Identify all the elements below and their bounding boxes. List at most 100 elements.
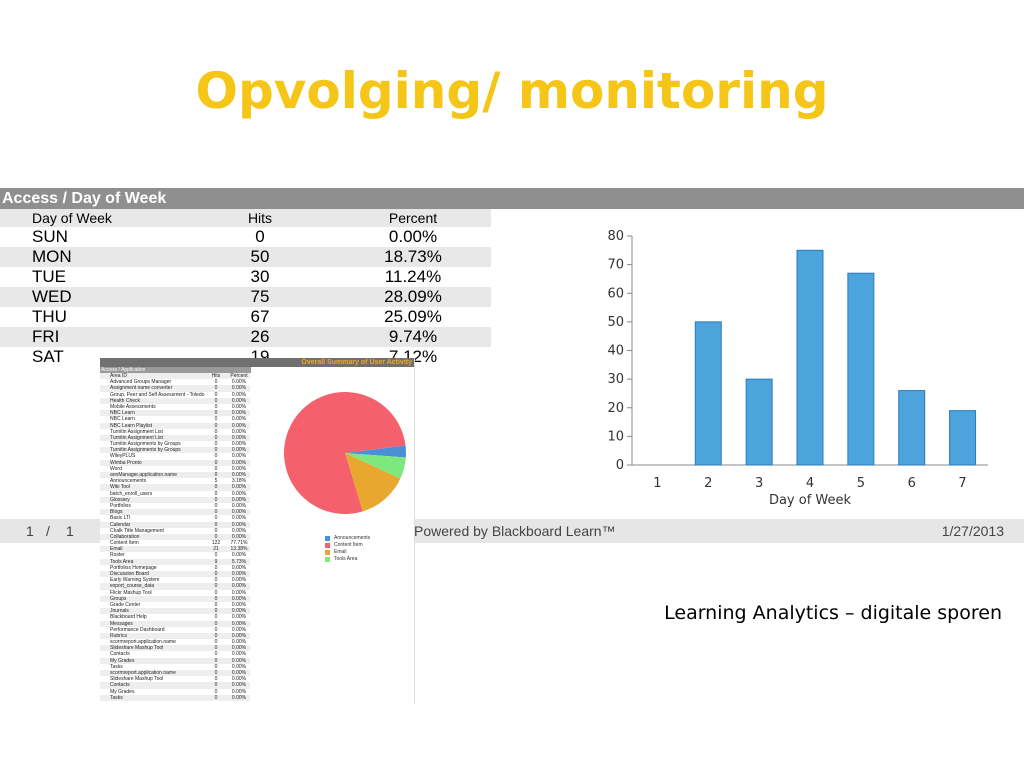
list-cell-hits: 0: [214, 670, 218, 676]
x-tick-label: 5: [857, 476, 865, 491]
list-item: Turnitin Assignment List 0 0.00%: [100, 429, 250, 435]
table-row: WED 75 28.09%: [0, 287, 491, 307]
table-row: SUN 0 0.00%: [0, 227, 491, 247]
list-item: Wiki Tool 0 0.00%: [100, 484, 250, 491]
list-cell-area: Mobile Assessments: [110, 403, 156, 410]
overlay-header: Overall Summary of User Activity: [100, 358, 414, 367]
list-item: scormreport.application.name 0 0.00%: [100, 670, 250, 677]
list-item: Announcements 5 3.18%: [100, 478, 250, 484]
pie-slice-tools-area: [345, 453, 406, 479]
list-cell-percent: 0.00%: [231, 533, 247, 540]
list-cell-percent: 0.00%: [231, 465, 247, 472]
list-cell-area: My Grades: [110, 688, 135, 695]
list-cell-area: Chalk Title Management: [110, 527, 164, 534]
list-cell-hits: 0: [214, 571, 218, 577]
list-cell-percent: 0.00%: [231, 502, 247, 509]
list-cell-area: Portfolios: [110, 502, 131, 509]
list-item: Roster 0 0.00%: [100, 552, 250, 558]
list-cell-area: Journals: [110, 608, 129, 615]
cell-hits: 0: [255, 227, 265, 246]
application-list: Area ID Hits Percent Advanced Groups Manage…: [100, 373, 250, 701]
column-header-hits: Hits: [247, 210, 273, 226]
list-cell-area: Assignment name converter: [110, 385, 173, 392]
list-cell-area: Slideshare Mashup Tool: [110, 676, 164, 683]
list-item: WileyPLUS 0 0.00%: [100, 453, 250, 459]
list-cell-percent: 0.00%: [231, 583, 247, 590]
legend-item: Announcements: [325, 535, 370, 542]
list-cell-percent: 0.00%: [231, 527, 247, 534]
list-item: Rubrics 0 0.00%: [100, 632, 250, 640]
list-cell-area: NBC Learn Playlist: [110, 422, 152, 429]
list-cell-hits: 0: [214, 682, 218, 689]
table-row: FRI 26 9.74%: [0, 327, 491, 347]
list-item: Glossary 0 0.00%: [100, 496, 250, 503]
list-cell-percent: 0.00%: [231, 496, 247, 503]
list-cell-area: Health Check: [110, 397, 141, 404]
page-total: 1: [66, 523, 74, 539]
list-cell-percent: 0.00%: [231, 663, 247, 670]
column-header-percent: Percent: [388, 210, 438, 226]
list-cell-area: Performance Dashboard: [110, 626, 165, 633]
list-cell-area: Wimba Pronto: [110, 459, 142, 466]
list-cell-hits: 0: [214, 663, 218, 670]
list-item: Journals 0 0.00%: [100, 608, 250, 615]
list-cell-percent: 0.00%: [231, 670, 247, 676]
list-item: Contacts 0 0.00%: [100, 682, 250, 689]
list-item: Discussion Board 0 0.00%: [100, 571, 250, 578]
list-cell-percent: 0.00%: [231, 688, 247, 695]
list-item: Content Item 122 77.71%: [100, 540, 250, 546]
list-cell-percent: 0.00%: [231, 595, 247, 602]
list-cell-area: Turnitin Assignment List: [110, 434, 163, 441]
cell-hits: 26: [250, 327, 270, 346]
list-item: Blogs 0 0.00%: [100, 509, 250, 516]
list-cell-percent: 5.73%: [231, 558, 247, 565]
list-cell-area: Blackboard Help: [110, 614, 147, 621]
hits-bar-chart: 0 10 20 30 40 50 60 70 80 1 2 3 4 5 6 7 Day of Week: [607, 229, 988, 508]
list-item: Portfolios 0 0.00%: [100, 503, 250, 509]
cell-hits: 50: [250, 247, 270, 266]
list-cell-area: Collaboration: [110, 533, 140, 540]
list-cell-hits: 0: [214, 626, 218, 633]
list-cell-area: Advanced Groups Manager: [110, 379, 172, 386]
cell-percent: 11.24%: [384, 267, 442, 286]
cell-day: TUE: [32, 267, 66, 286]
list-cell-hits: 0: [214, 410, 218, 417]
list-item: Chalk Title Management 0 0.00%: [100, 528, 250, 534]
list-cell-percent: 0.00%: [231, 453, 247, 460]
list-item: Grade Center 0 0.00%: [100, 602, 250, 608]
list-item: Basic LTI 0 0.00%: [100, 515, 250, 521]
list-cell-percent: 0.00%: [231, 459, 247, 466]
list-cell-hits: 0: [214, 639, 218, 646]
list-cell-area: Turnitin Assignments by Groups: [110, 441, 181, 448]
legend-item: Email: [325, 549, 370, 556]
cell-hits: 67: [250, 307, 270, 326]
list-item: Blackboard Help 0 0.00%: [100, 614, 250, 620]
list-item: Tasks 0 0.00%: [100, 694, 250, 701]
overlay-column-header: Area ID: [110, 373, 127, 379]
list-cell-percent: 0.00%: [231, 614, 247, 621]
list-item: Flickr Mashup Tool 0 0.00%: [100, 590, 250, 596]
list-cell-hits: 0: [214, 465, 218, 472]
cell-day: FRI: [32, 327, 60, 346]
list-cell-percent: 0.00%: [231, 391, 247, 398]
pie-legend: Announcements Content Item Email Tools Area: [325, 535, 370, 563]
activity-pie-chart: [284, 392, 406, 514]
cell-percent: 0.00%: [388, 227, 438, 246]
report-header-label: Access / Day of Week: [2, 190, 167, 207]
cell-day: WED: [32, 287, 72, 306]
list-cell-hits: 0: [214, 564, 218, 571]
list-cell-hits: 0: [214, 645, 218, 652]
cell-hits: 30: [250, 267, 270, 286]
list-cell-percent: 0.00%: [231, 521, 247, 528]
list-cell-hits: 0: [214, 589, 218, 596]
list-cell-percent: 0.00%: [231, 416, 247, 423]
cell-percent: 28.09%: [384, 287, 442, 306]
column-header-day: Day of Week: [32, 210, 112, 226]
list-cell-hits: 0: [214, 447, 218, 454]
list-cell-area: Blogs: [110, 509, 123, 516]
table-header-row: Day of Week Hits Percent: [0, 209, 491, 227]
list-cell-percent: 0.00%: [231, 577, 247, 584]
list-cell-percent: 0.00%: [231, 626, 247, 633]
list-cell-hits: 0: [214, 614, 218, 621]
x-axis-title: Day of Week: [769, 493, 852, 508]
